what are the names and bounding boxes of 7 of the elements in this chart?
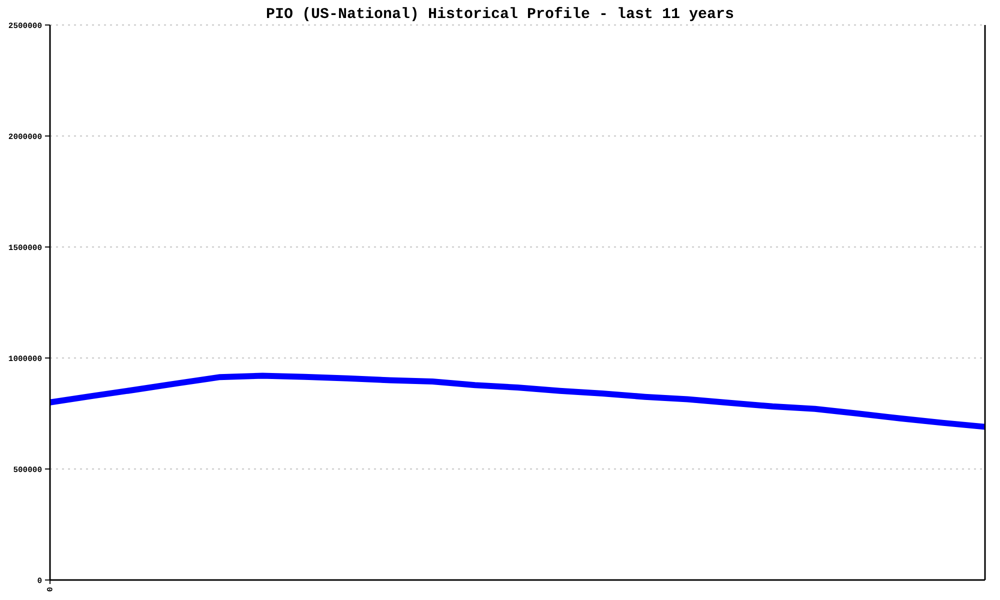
y-tick-label: 500000 (13, 466, 42, 475)
y-tick-label: 2000000 (8, 132, 42, 142)
y-tick-label: 1000000 (8, 354, 42, 364)
category-label: 0 (44, 587, 54, 592)
chart-title: PIO (US-National) Historical Profile - last 11 years (266, 6, 734, 23)
y-tick-label: 1500000 (8, 244, 42, 253)
y-tick-label: 2500000 (8, 22, 42, 31)
